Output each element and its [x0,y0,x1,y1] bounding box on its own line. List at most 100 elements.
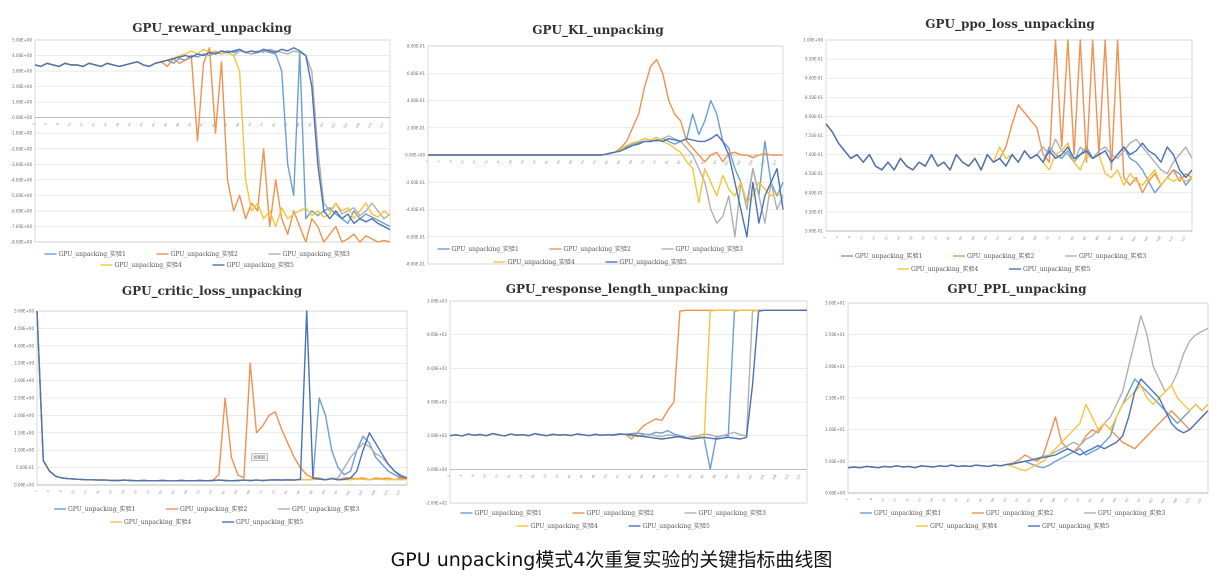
y-tick-label: -3.00E+00 [11,162,33,167]
series-line-5 [847,378,1209,469]
x-tick-label: 69 [1051,497,1056,502]
x-tick-label: 17 [472,159,477,164]
legend-item-3: GPU_unpacking_实验3 [684,509,766,517]
legend-item-5: GPU_unpacking_实验5 [605,258,687,266]
legend-label: GPU_unpacking_实验3 [283,250,351,258]
y-axis-tick-labels: 1.00E+03 8.00E+02 6.00E+02 4.00E+02 2.00E+02… [426,299,448,506]
series-lines [449,309,807,470]
series-line-4 [428,136,784,204]
y-tick-label: 5.00E+00 [14,309,34,314]
x-tick-label: 105 [342,122,348,129]
y-tick-label: 7.50E-01 [805,133,823,138]
series-line-3 [34,48,391,220]
legend-label: GPU_unpacking_实验3 [1098,509,1166,517]
x-tick-label: 57 [995,235,1000,240]
legend-label: GPU_unpacking_实验2 [967,252,1035,260]
legend-label: GPU_unpacking_实验1 [68,505,135,513]
x-tick-label: 49 [183,489,188,494]
x-tick-label: 85 [676,159,681,164]
x-tick-label: 17 [892,497,897,502]
x-tick-label: 41 [158,489,163,494]
x-tick-label: 89 [308,489,313,494]
legend-label: GPU_unpacking_实验4 [508,258,576,266]
y-axis-tick-labels: 8.00E-01 6.00E-01 4.00E-01 2.00E-01 0.00E+00… [405,44,425,267]
x-tick-label: 93 [321,489,326,494]
x-tick-label: 9 [56,122,60,126]
y-tick-label: -2.00E-01 [406,180,426,185]
x-tick-label: 17 [494,474,499,479]
chart-svg-critic-loss: GPU_critic_loss_unpacking 5.00E+00 4.50E+… [14,284,408,526]
x-tick-label: 105 [759,474,765,481]
chart-panel-ppo-loss: GPU_ppo_loss_unpacking 1.00E+00 9.50E-01 9… [800,6,1215,284]
x-tick-label: 117 [1196,497,1202,504]
series-line-3 [36,310,408,482]
x-tick-label: 13 [482,474,487,479]
legend-item-5: GPU_unpacking_实验5 [212,261,295,269]
y-tick-label: 6.00E+02 [427,366,447,371]
y-tick-label: -8.00E-01 [406,262,426,267]
x-axis-tick-labels: 1 5 9 13 17 21 25 29 33 37 41 45 49 53 57 61 65 69 73 77 81 8… [31,122,384,129]
legend-label: GPU_unpacking_实验5 [227,261,295,269]
x-tick-label: 65 [639,474,644,479]
y-tick-label: -7.00E+00 [11,224,33,229]
x-tick-label: 93 [1107,235,1112,240]
series-lines [428,58,784,238]
x-tick-label: 37 [933,235,938,240]
x-axis-tick-labels: 1 5 9 13 17 21 25 29 33 37 41 45 49 53 57 61 65 69 73 77 81 8… [446,474,801,481]
x-tick-label: 21 [95,489,100,494]
y-tick-label: 1.00E+00 [12,100,32,105]
x-tick-label: 109 [354,122,360,129]
x-axis-tick-labels: 1 5 9 13 17 21 25 29 33 37 41 45 49 53 57 61 65 69 73 77 81 8… [424,159,777,166]
chart-title: GPU_response_length_unpacking [506,283,729,297]
x-tick-label: 81 [664,159,669,164]
x-tick-label: 37 [953,497,958,502]
x-tick-label: 29 [120,489,125,494]
y-tick-label: 9.50E-01 [805,57,823,62]
series-lines [825,39,1193,194]
y-tick-label: 3.50E+00 [14,361,34,366]
legend-label: GPU_unpacking_实验2 [587,509,655,517]
series-line-5 [449,309,807,440]
x-tick-label: 45 [556,159,561,164]
x-tick-label: 33 [127,122,132,127]
y-tick-label: 7.00E-01 [805,152,823,157]
x-tick-label: 77 [675,474,680,479]
x-tick-label: 13 [70,489,75,494]
x-tick-label: 97 [319,122,324,127]
x-tick-label: 5 [46,489,50,493]
x-tick-label: 1 [844,497,848,501]
x-tick-label: 85 [1082,235,1087,240]
x-tick-label: 9 [869,497,873,501]
x-tick-label: 93 [724,474,729,479]
legend-item-5: GPU_unpacking_实验5 [1028,522,1110,530]
x-tick-label: 57 [615,474,620,479]
x-tick-label: 61 [1027,497,1032,502]
x-tick-label: 113 [1184,497,1190,504]
x-tick-label: 105 [1143,235,1149,242]
x-tick-label: 1 [424,159,428,163]
x-tick-label: 101 [345,489,351,496]
y-tick-label: 1.00E+00 [803,38,823,43]
y-tick-label: 0.00E+00 [405,153,425,158]
x-tick-label: 53 [1002,497,1007,502]
x-tick-label: 113 [783,474,789,481]
x-tick-label: 81 [271,122,276,127]
x-tick-label: 117 [795,474,801,481]
x-tick-label: 89 [712,474,717,479]
legend-item-2: GPU_unpacking_实验2 [972,509,1054,517]
y-tick-label: 0.00E+00 [825,491,845,496]
x-tick-label: 81 [1088,497,1093,502]
y-tick-label: 5.50E-01 [805,209,823,214]
x-tick-label: 97 [1136,497,1141,502]
y-tick-label: 5.00E-01 [805,229,823,234]
y-tick-label: 0.00E+00 [14,483,34,488]
x-tick-label: 21 [484,159,489,164]
y-tick-label: 2.50E+01 [825,332,845,337]
x-tick-label: 89 [1112,497,1117,502]
y-tick-label: 2.50E+00 [14,396,34,401]
x-tick-label: 37 [554,474,559,479]
x-tick-label: 9 [449,159,453,163]
x-tick-label: 53 [187,122,192,127]
x-tick-label: 49 [591,474,596,479]
legend-item-1: GPU_unpacking_实验1 [437,245,519,253]
